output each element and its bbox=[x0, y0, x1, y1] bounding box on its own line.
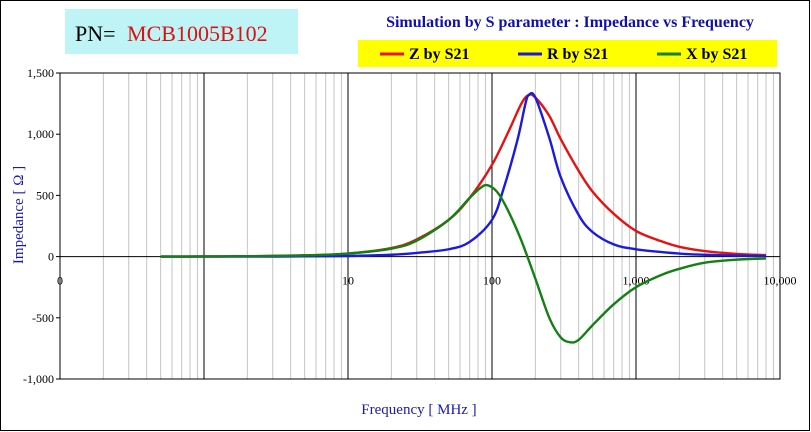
part-number-label: PN= bbox=[75, 21, 116, 46]
y-tick-label: 0 bbox=[48, 250, 54, 264]
y-tick-label: 500 bbox=[36, 188, 54, 202]
legend-label-3: X by S21 bbox=[686, 46, 747, 63]
part-number-text: PN= MCB1005B102 bbox=[75, 21, 268, 46]
y-axis-ticks: 1,500 1,000 500 0 -500 -1,000 bbox=[23, 66, 60, 386]
x-tick-label: 1,000 bbox=[623, 274, 650, 288]
y-axis-label: Impedance [ Ω ] bbox=[11, 166, 27, 264]
part-number-box: PN= MCB1005B102 bbox=[65, 9, 298, 54]
series-line-3 bbox=[160, 183, 767, 344]
x-axis-label: Frequency [ MHz ] bbox=[361, 402, 476, 418]
y-tick-label: -500 bbox=[32, 311, 54, 325]
legend-label-1: Z by S21 bbox=[409, 46, 469, 63]
series-lines bbox=[160, 91, 767, 344]
legend-background bbox=[358, 40, 777, 67]
x-tick-label: 0 bbox=[57, 274, 63, 288]
x-tick-label: 10,000 bbox=[764, 274, 797, 288]
x-tick-label: 100 bbox=[483, 274, 501, 288]
y-tick-label: 1,500 bbox=[27, 66, 54, 80]
part-number-background bbox=[65, 9, 298, 54]
series-line-2 bbox=[160, 91, 767, 258]
y-tick-label: -1,000 bbox=[23, 372, 54, 386]
plot-frame bbox=[59, 72, 781, 380]
chart-title: Simulation by S parameter : Impedance vs… bbox=[386, 14, 754, 31]
part-number-value: MCB1005B102 bbox=[127, 21, 268, 46]
x-axis-ticks: 0 10 100 1,000 10,000 bbox=[57, 274, 797, 288]
legend-label-2: R by S21 bbox=[547, 46, 608, 63]
x-tick-label: 10 bbox=[342, 274, 354, 288]
legend: Z by S21 R by S21 X by S21 bbox=[358, 40, 777, 67]
y-tick-label: 1,000 bbox=[27, 127, 54, 141]
